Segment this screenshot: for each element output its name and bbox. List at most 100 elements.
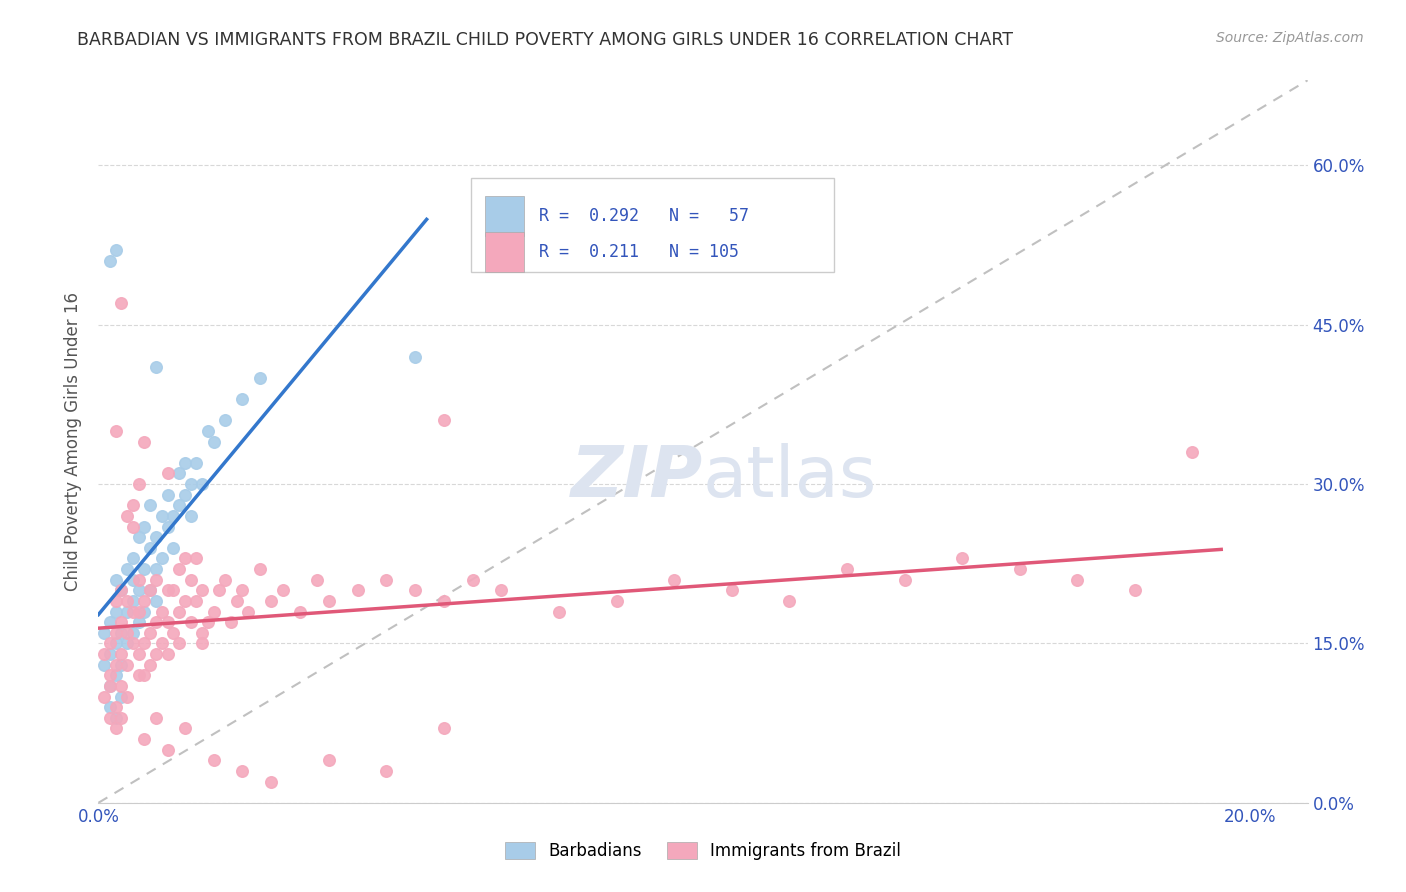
Point [134, 636, 156, 650]
Point [180, 615, 202, 630]
Point [433, 722, 456, 736]
Point [145, 360, 167, 375]
Point [134, 594, 156, 608]
Point [150, 605, 173, 619]
Point [548, 605, 571, 619]
FancyBboxPatch shape [485, 232, 524, 272]
Point [150, 551, 173, 566]
Point [404, 350, 426, 364]
Point [145, 594, 167, 608]
Point [98, 636, 121, 650]
Legend: Barbadians, Immigrants from Brazil: Barbadians, Immigrants from Brazil [498, 835, 908, 867]
Point [104, 657, 127, 672]
Point [110, 296, 132, 310]
Point [98, 668, 121, 682]
Point [197, 615, 219, 630]
Point [225, 594, 247, 608]
Point [318, 753, 340, 767]
Point [180, 477, 202, 491]
Point [145, 530, 167, 544]
Point [93, 647, 115, 661]
Text: BARBADIAN VS IMMIGRANTS FROM BRAZIL CHILD POVERTY AMONG GIRLS UNDER 16 CORRELATI: BARBADIAN VS IMMIGRANTS FROM BRAZIL CHIL… [77, 31, 1014, 49]
Point [167, 562, 190, 576]
Point [433, 413, 456, 427]
Point [122, 551, 145, 566]
Point [167, 605, 190, 619]
Point [231, 392, 253, 406]
Point [104, 722, 127, 736]
Point [134, 519, 156, 533]
Point [180, 508, 202, 523]
Point [156, 467, 179, 481]
Point [110, 615, 132, 630]
Point [162, 508, 184, 523]
Point [202, 434, 225, 449]
Point [307, 573, 329, 587]
Point [156, 488, 179, 502]
Point [128, 668, 150, 682]
Point [104, 625, 127, 640]
Point [191, 636, 214, 650]
Point [110, 647, 132, 661]
Point [156, 583, 179, 598]
Point [156, 615, 179, 630]
Point [110, 583, 132, 598]
Y-axis label: Child Poverty Among Girls Under 16: Child Poverty Among Girls Under 16 [65, 292, 83, 591]
Point [139, 498, 162, 512]
Point [122, 625, 145, 640]
Point [115, 636, 138, 650]
Point [115, 562, 138, 576]
Point [1181, 445, 1204, 459]
Point [128, 477, 150, 491]
Point [156, 647, 179, 661]
Point [128, 615, 150, 630]
Point [173, 551, 195, 566]
Point [115, 508, 138, 523]
Point [104, 424, 127, 438]
Point [122, 573, 145, 587]
Point [134, 434, 156, 449]
Point [167, 636, 190, 650]
Point [115, 625, 138, 640]
Point [202, 605, 225, 619]
Point [93, 657, 115, 672]
Point [186, 551, 208, 566]
Point [104, 573, 127, 587]
Point [173, 488, 195, 502]
Text: R =  0.211   N = 105: R = 0.211 N = 105 [538, 243, 738, 260]
Point [1008, 562, 1031, 576]
Text: R =  0.292   N =   57: R = 0.292 N = 57 [538, 207, 748, 225]
Point [128, 573, 150, 587]
Point [271, 583, 294, 598]
Point [191, 477, 214, 491]
Text: atlas: atlas [703, 443, 877, 512]
Point [318, 594, 340, 608]
Point [180, 573, 202, 587]
Point [191, 625, 214, 640]
Point [186, 594, 208, 608]
Point [346, 583, 368, 598]
Point [720, 583, 742, 598]
Point [110, 690, 132, 704]
Point [110, 711, 132, 725]
Point [231, 583, 253, 598]
Point [186, 456, 208, 470]
Point [145, 647, 167, 661]
Point [150, 636, 173, 650]
Point [664, 573, 686, 587]
Point [197, 424, 219, 438]
Point [98, 615, 121, 630]
Point [104, 668, 127, 682]
Point [375, 764, 398, 778]
Point [214, 573, 236, 587]
Point [98, 647, 121, 661]
Point [145, 573, 167, 587]
Point [606, 594, 628, 608]
Point [145, 562, 167, 576]
Point [162, 583, 184, 598]
Point [134, 562, 156, 576]
Point [433, 594, 456, 608]
Point [249, 371, 271, 385]
Point [115, 657, 138, 672]
Point [98, 679, 121, 693]
